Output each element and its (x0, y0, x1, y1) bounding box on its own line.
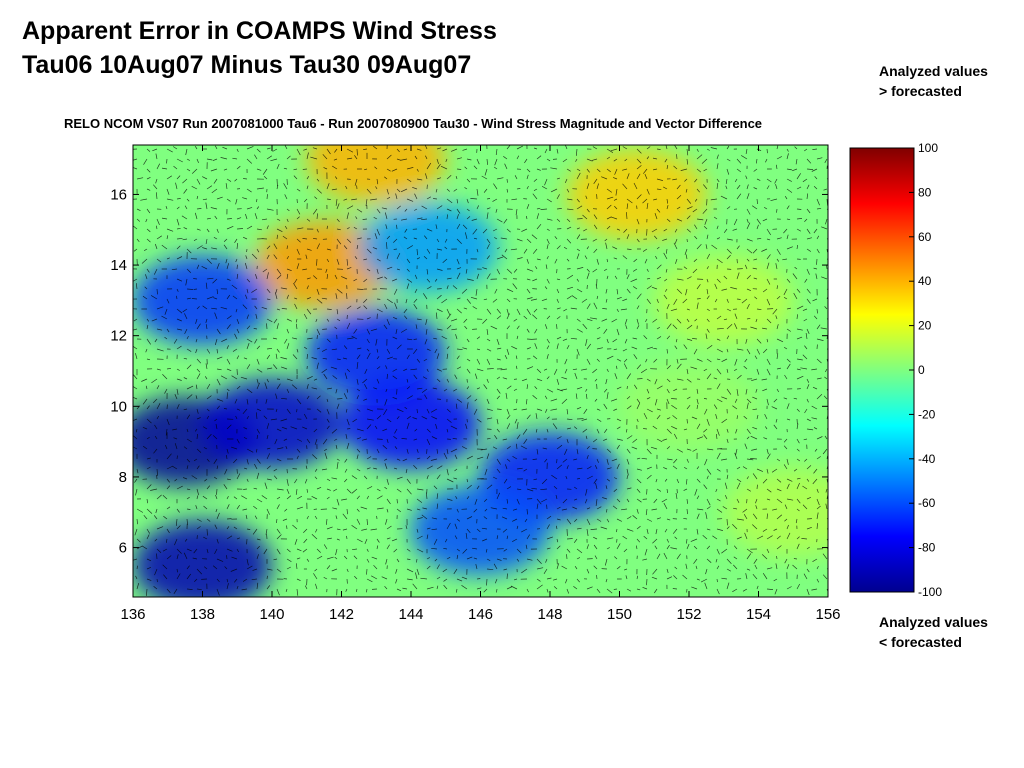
colorbar-ticks: 100 80 60 40 20 0 -20 -40 -60 -80 -100 (909, 141, 942, 599)
y-tick-label: 12 (110, 328, 127, 345)
slide-title-line1: Apparent Error in COAMPS Wind Stress (22, 17, 497, 45)
x-tick-label: 146 (468, 606, 493, 623)
x-tick-label: 156 (815, 606, 840, 623)
vector-arrows (133, 145, 828, 596)
x-tick-label: 148 (537, 606, 562, 623)
field-feature (306, 145, 447, 205)
x-tick-label: 152 (676, 606, 701, 623)
colorbar-tick-label: 0 (918, 363, 925, 377)
x-tick-label: 142 (329, 606, 354, 623)
field-feature (566, 149, 707, 240)
stress-field (133, 145, 828, 597)
colorbar-tick-label: 100 (918, 141, 938, 155)
colorbar-tick-label: -40 (918, 452, 936, 466)
x-tick-label: 138 (190, 606, 215, 623)
colorbar-tick-label: 20 (918, 319, 932, 333)
field-feature (306, 308, 447, 399)
y-tick-label: 10 (110, 398, 127, 415)
x-tick-label: 136 (120, 606, 145, 623)
colorbar-tick-label: 60 (918, 230, 932, 244)
x-tick-label: 144 (398, 606, 423, 623)
note-analyzed-greater: Analyzed values > forecasted (879, 61, 988, 101)
x-tick-label: 154 (746, 606, 771, 623)
x-tick-label: 140 (259, 606, 284, 623)
colorbar-tick-label: 40 (918, 274, 932, 288)
note-top-line2: > forecasted (879, 83, 962, 99)
note-analyzed-less: Analyzed values < forecasted (879, 612, 988, 652)
field-feature (341, 378, 481, 469)
y-tick-label: 14 (110, 257, 127, 274)
field-feature (723, 467, 828, 558)
note-bottom-line2: < forecasted (879, 634, 962, 650)
note-bottom-line1: Analyzed values (879, 614, 988, 630)
field-feature (653, 255, 794, 346)
colorbar-tick-label: -80 (918, 541, 936, 555)
y-tick-label: 8 (119, 469, 127, 486)
x-tick-label: 150 (607, 606, 632, 623)
slide-title-line2: Tau06 10Aug07 Minus Tau30 09Aug07 (22, 51, 472, 79)
colorbar-tick-label: -100 (918, 585, 942, 599)
slide-title: Apparent Error in COAMPS Wind Stress Tau… (22, 14, 497, 82)
plot-title: RELO NCOM VS07 Run 2007081000 Tau6 - Run… (64, 116, 763, 131)
colorbar-tick-label: -60 (918, 496, 936, 510)
colorbar-tick-label: 80 (918, 185, 932, 199)
y-tick-label: 16 (110, 186, 127, 203)
x-axis: 136 138 140 142 144 146 148 150 152 154 156 (120, 145, 841, 623)
colorbar-tick-label: -20 (918, 407, 936, 421)
field-feature (133, 255, 273, 346)
vector-arrow-field (133, 145, 828, 596)
y-axis: 6 8 10 12 14 16 (110, 186, 828, 557)
note-top-line1: Analyzed values (879, 63, 988, 79)
field-feature (410, 484, 551, 575)
field-feature (202, 378, 342, 469)
y-tick-label: 6 (119, 540, 127, 557)
colorbar (849, 147, 915, 593)
